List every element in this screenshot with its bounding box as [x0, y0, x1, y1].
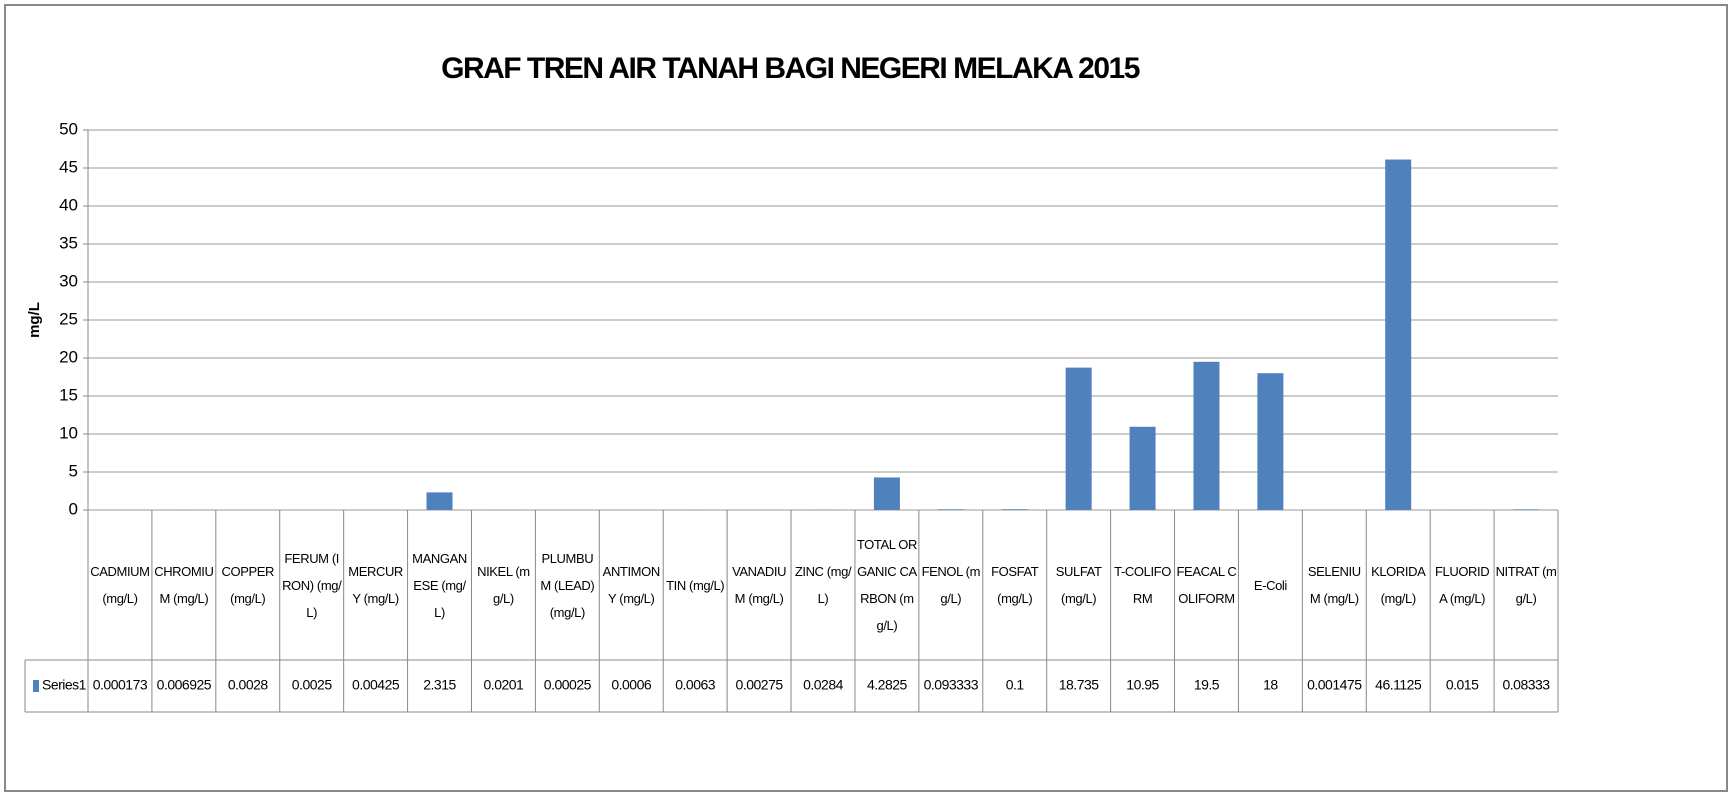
table-value: 0.015 [1446, 677, 1479, 693]
x-tick-label: CHROMIUM (mg/L) [154, 564, 214, 606]
bar [426, 492, 453, 510]
table-value: 0.08333 [1502, 677, 1550, 693]
x-tick-label: TOTAL ORGANIC CARBON (mg/L) [856, 537, 918, 633]
bar [1001, 509, 1028, 510]
y-tick-label: 25 [59, 309, 78, 328]
table-value: 0.0201 [484, 677, 525, 693]
x-tick-label: MERCURY (mg/L) [348, 564, 403, 606]
table-value: 19.5 [1194, 677, 1220, 693]
x-tick-label: PLUMBUM (LEAD) (mg/L) [540, 550, 595, 620]
table-value: 0.1 [1006, 677, 1025, 693]
bar [1129, 426, 1156, 510]
x-tick-label: ANTIMONY (mg/L) [602, 564, 661, 606]
bar [1385, 159, 1412, 511]
x-tick-label: ZINC (mg/L) [794, 564, 852, 606]
bar [1065, 367, 1092, 510]
x-tick-label: COPPER (mg/L) [221, 564, 275, 606]
x-tick-label: E-Coli [1253, 577, 1287, 593]
legend-key [33, 680, 39, 692]
table-value: 0.093333 [924, 677, 979, 693]
x-tick-label: KLORIDA (mg/L) [1371, 564, 1426, 606]
table-value: 0.0284 [803, 677, 844, 693]
x-tick-label: T-COLIFORM [1114, 564, 1171, 606]
table-value: 0.00275 [736, 677, 784, 693]
y-tick-label: 50 [59, 119, 78, 138]
x-tick-label: NITRAT (mg/L) [1495, 564, 1557, 606]
y-axis-label: mg/L [26, 302, 43, 338]
table-value: 2.315 [423, 677, 456, 693]
x-tick-label: TIN (mg/L) [666, 577, 725, 593]
table-value: 4.2825 [867, 677, 908, 693]
x-tick-label: SELENIUM (mg/L) [1307, 564, 1361, 606]
table-value: 0.00425 [352, 677, 400, 693]
y-tick-label: 15 [59, 385, 78, 404]
chart-frame [4, 4, 1728, 792]
table-value: 0.001475 [1307, 677, 1362, 693]
bar [873, 477, 900, 510]
y-tick-label: 40 [59, 195, 78, 214]
table-value: 0.000173 [93, 677, 148, 693]
bar [1513, 509, 1540, 510]
y-tick-label: 45 [59, 157, 78, 176]
y-tick-label: 30 [59, 271, 78, 290]
x-tick-label: FLUORIDA (mg/L) [1434, 564, 1490, 606]
bar [1193, 361, 1220, 510]
y-tick-label: 5 [69, 461, 78, 480]
x-tick-label: FEACAL COLIFORM [1176, 564, 1237, 606]
legend-label: Series1 [42, 677, 87, 693]
table-value: 18.735 [1059, 677, 1100, 693]
y-tick-label: 10 [59, 423, 78, 442]
x-tick-label: SULFAT (mg/L) [1055, 564, 1102, 606]
table-value: 46.1125 [1375, 677, 1422, 693]
table-value: 10.95 [1126, 677, 1159, 693]
table-value: 0.0028 [228, 677, 269, 693]
table-value: 0.00025 [544, 677, 592, 693]
x-tick-label: FOSFAT (mg/L) [991, 564, 1039, 606]
chart-title: GRAF TREN AIR TANAH BAGI NEGERI MELAKA 2… [441, 52, 1140, 85]
bar [1257, 373, 1284, 510]
bar [937, 509, 964, 510]
table-value: 0.0025 [292, 677, 333, 693]
table-value: 0.006925 [157, 677, 212, 693]
x-tick-label: VANADIUM (mg/L) [732, 564, 787, 606]
y-tick-label: 20 [59, 347, 78, 366]
table-value: 0.0063 [675, 677, 716, 693]
y-tick-label: 35 [59, 233, 78, 252]
y-tick-label: 0 [69, 499, 78, 518]
table-value: 0.0006 [611, 677, 652, 693]
x-tick-label: FENOL (mg/L) [921, 564, 981, 606]
table-value: 18 [1263, 677, 1278, 693]
x-tick-label: CADMIUM (mg/L) [90, 564, 150, 606]
x-tick-label: MANGANESE (mg/L) [412, 550, 467, 620]
x-tick-label: NIKEL (mg/L) [477, 564, 530, 606]
x-tick-label: FERUM (IRON) (mg/L) [282, 550, 342, 620]
